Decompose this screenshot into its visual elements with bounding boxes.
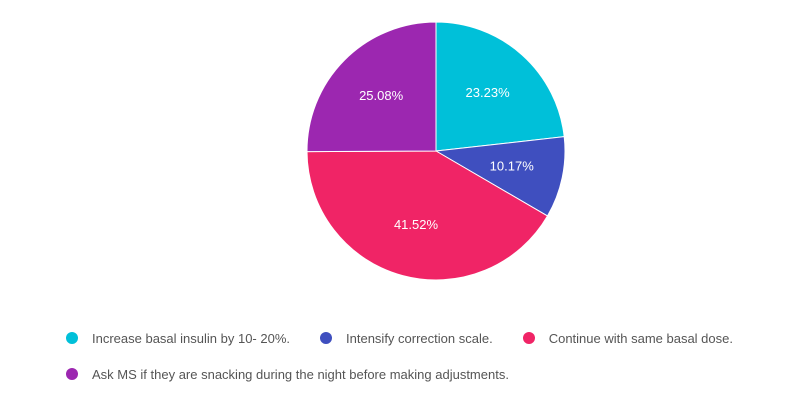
legend-dot-icon [522, 332, 535, 344]
legend-label: Intensify correction scale. [346, 330, 493, 346]
chart-legend: Increase basal insulin by 10- 20%. Inten… [66, 327, 766, 399]
pie-slice[interactable] [306, 150, 549, 281]
slice-value-label: 10.17% [490, 158, 535, 173]
legend-dot-icon [66, 368, 78, 380]
legend-label: Ask MS if they are snacking during the n… [92, 366, 509, 382]
legend-item-continue-same-dose[interactable]: Continue with same basal dose. [522, 330, 733, 346]
slice-value-label: 41.52% [394, 217, 439, 232]
legend-item-intensify-correction[interactable]: Intensify correction scale. [320, 331, 493, 346]
legend-label: Increase basal insulin by 10- 20%. [92, 330, 291, 346]
legend-label: Continue with same basal dose. [548, 330, 733, 346]
legend-dot-icon [320, 332, 333, 344]
legend-dot-icon [66, 332, 78, 344]
legend-item-ask-ms[interactable]: Ask MS if they are snacking during the n… [66, 367, 509, 382]
slice-value-label: 23.23% [466, 85, 511, 100]
pie-slice[interactable] [435, 21, 565, 152]
pie-slice[interactable] [306, 21, 437, 153]
slice-value-label: 25.08% [359, 88, 404, 103]
pie-value-labels: 23.23% 10.17% 41.52% 25.08% [359, 85, 534, 232]
legend-row-2: Ask MS if they are snacking during the n… [66, 363, 766, 385]
pie-slices [306, 21, 566, 281]
pie-chart: 23.23% 10.17% 41.52% 25.08% [306, 21, 566, 281]
legend-item-increase-basal[interactable]: Increase basal insulin by 10- 20%. [66, 331, 290, 346]
pie-slice[interactable] [434, 136, 566, 217]
legend-row-1: Increase basal insulin by 10- 20%. Inten… [66, 327, 766, 349]
